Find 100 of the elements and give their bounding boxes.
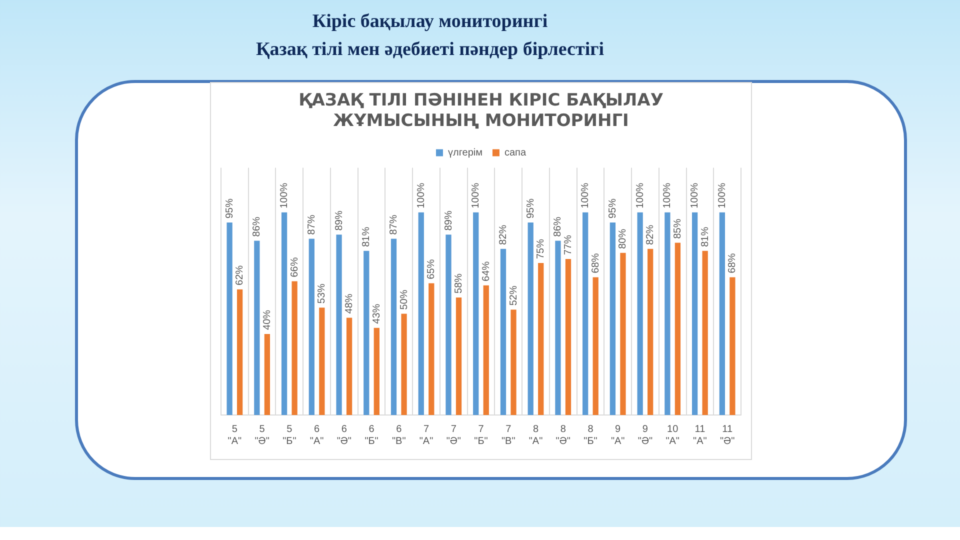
bar — [226, 222, 232, 415]
data-label: 80% — [618, 228, 629, 249]
bar — [702, 250, 708, 415]
x-tick-label: 5 "А" — [228, 424, 242, 447]
x-tick-label: 8 "А" — [528, 424, 544, 447]
data-label: 85% — [672, 218, 684, 239]
x-tick-label: 11 "Ә" — [720, 424, 736, 447]
x-tick-label: 9 "Ә" — [638, 424, 653, 447]
bar — [674, 242, 681, 415]
data-label: 100% — [279, 182, 290, 208]
x-tick-label: 5 "Б" — [282, 424, 297, 447]
data-label: 68% — [590, 253, 602, 274]
data-label: 95% — [525, 198, 536, 219]
bar — [236, 289, 243, 415]
x-tick-label: 6 "Б" — [364, 424, 379, 447]
data-label: 75% — [536, 238, 547, 260]
data-label: 64% — [480, 261, 492, 282]
data-label: 87% — [388, 214, 400, 235]
data-label: 82% — [645, 224, 656, 245]
data-label: 100% — [470, 182, 482, 208]
bar — [364, 250, 370, 415]
x-tick-label: 11 "А" — [693, 424, 708, 447]
bar — [281, 212, 288, 415]
bar — [610, 222, 616, 415]
x-tick-label: 7 "А" — [419, 424, 434, 447]
data-label: 52% — [508, 286, 520, 306]
x-tick-label: 7 "В" — [501, 424, 516, 447]
bar — [456, 297, 462, 415]
bar — [390, 238, 397, 415]
legend-label: үлгерім — [448, 148, 483, 159]
text: Қазақ тілі мен әдебиеті пәндер бірлестігі — [254, 38, 606, 62]
data-label: 40% — [262, 310, 273, 330]
data-label: 100% — [416, 182, 427, 208]
bar — [664, 212, 670, 415]
data-label: 89% — [443, 210, 454, 231]
bar — [319, 308, 325, 415]
x-tick-label: 6 "А" — [310, 424, 324, 447]
data-label: 100% — [690, 182, 701, 208]
data-label: 50% — [398, 290, 410, 310]
data-label: 53% — [316, 283, 328, 304]
x-tick-label: 6 "В" — [392, 424, 406, 447]
x-tick-label: 6 "Ә" — [336, 424, 352, 447]
bar — [264, 334, 270, 415]
x-tick-label: 5 "Ә" — [254, 424, 270, 447]
data-label: 95% — [607, 198, 618, 219]
x-tick-label: 10 "А" — [666, 424, 680, 447]
x-tick-label: 9 "А" — [610, 424, 626, 447]
data-label: 62% — [234, 265, 246, 286]
bar — [719, 212, 726, 415]
data-label: 86% — [252, 216, 263, 237]
data-label: 100% — [634, 182, 646, 208]
data-label: 58% — [454, 273, 465, 294]
bar — [483, 285, 489, 415]
bar — [428, 283, 434, 415]
data-label: 43% — [371, 304, 382, 324]
bar — [254, 240, 260, 415]
bar — [346, 318, 352, 415]
bar — [510, 310, 516, 415]
legend-label: сапа — [504, 148, 526, 159]
bar — [374, 328, 380, 415]
bar — [308, 238, 314, 415]
bar — [446, 234, 452, 415]
bar — [730, 277, 736, 415]
bar — [401, 314, 407, 415]
bar — [555, 240, 561, 415]
data-label: 48% — [344, 294, 356, 314]
data-label: 86% — [552, 216, 564, 237]
data-label: 81% — [700, 226, 711, 247]
data-label: 66% — [289, 257, 300, 278]
bar — [565, 258, 572, 415]
bar — [692, 212, 698, 415]
data-label: 82% — [498, 224, 509, 245]
data-label: 65% — [426, 259, 438, 280]
bar — [292, 281, 298, 415]
data-label: 100% — [580, 182, 592, 208]
bar — [418, 212, 424, 415]
data-label: 100% — [716, 182, 728, 208]
chart-title: ҚАЗАҚ ТІЛІ ПӘНІНЕН КІРІС БАҚЫЛАУ ЖҰМЫСЫНЫҢ МОНИТОРИНГІ — [298, 90, 664, 132]
bar — [336, 234, 342, 415]
bar — [538, 263, 544, 415]
x-tick-label: 8 "Б" — [584, 424, 598, 447]
bar — [592, 277, 598, 415]
data-label: 100% — [662, 182, 674, 208]
bar — [648, 248, 654, 415]
data-label: 81% — [361, 226, 372, 247]
x-tick-label: 7 "Ә" — [446, 424, 462, 447]
bar — [620, 252, 626, 415]
bar — [500, 248, 506, 415]
bar — [528, 222, 534, 415]
data-label: 77% — [562, 234, 574, 255]
x-tick-label: 8 "Ә" — [556, 424, 571, 447]
x-tick-label: 7 "Б" — [474, 424, 488, 447]
data-label: 95% — [224, 198, 236, 219]
text: Кіріс бақылау мониторингі — [311, 10, 549, 34]
data-label: 89% — [334, 210, 345, 231]
data-label: 87% — [306, 214, 318, 235]
data-label: 68% — [727, 253, 738, 274]
bar — [582, 212, 588, 415]
bar — [473, 212, 479, 415]
bar — [637, 212, 643, 415]
